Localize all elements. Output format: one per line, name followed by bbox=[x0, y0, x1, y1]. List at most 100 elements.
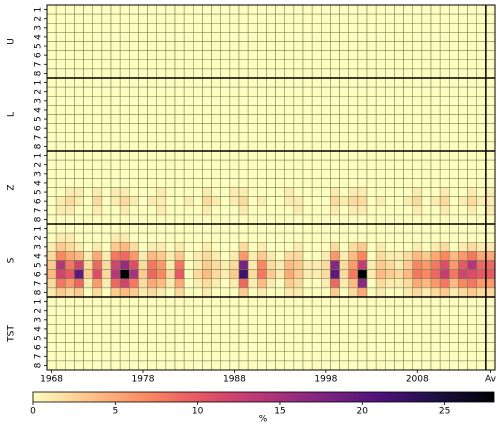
cell bbox=[211, 13, 221, 24]
cell bbox=[92, 68, 103, 79]
cell bbox=[101, 187, 112, 197]
cell bbox=[83, 287, 93, 298]
cell bbox=[247, 123, 258, 133]
cell bbox=[284, 187, 295, 197]
cell bbox=[439, 178, 450, 188]
cell bbox=[302, 132, 313, 143]
cell bbox=[403, 86, 413, 97]
cell bbox=[321, 333, 331, 343]
cell bbox=[412, 260, 423, 270]
cell bbox=[348, 260, 359, 270]
cell bbox=[165, 242, 176, 252]
cell bbox=[110, 96, 121, 106]
cell bbox=[293, 278, 304, 289]
cell bbox=[46, 13, 57, 24]
cell bbox=[302, 196, 313, 206]
cell bbox=[403, 105, 413, 115]
cell bbox=[366, 278, 377, 289]
cell bbox=[421, 269, 432, 279]
cell bbox=[366, 269, 377, 279]
cell bbox=[449, 68, 459, 79]
cell bbox=[92, 23, 103, 33]
cell bbox=[394, 86, 404, 97]
cell bbox=[257, 96, 267, 106]
cell bbox=[266, 351, 276, 362]
cell bbox=[46, 351, 57, 362]
cell bbox=[138, 351, 148, 362]
cell bbox=[247, 242, 258, 252]
cell bbox=[430, 269, 441, 279]
cell bbox=[421, 214, 432, 225]
cell bbox=[247, 260, 258, 270]
cell bbox=[357, 305, 368, 316]
cell bbox=[238, 23, 249, 33]
cell bbox=[476, 251, 487, 261]
cell bbox=[83, 214, 93, 225]
cell bbox=[311, 114, 322, 124]
cell bbox=[119, 96, 130, 106]
cell bbox=[449, 342, 459, 352]
cell bbox=[421, 68, 432, 79]
cell bbox=[211, 114, 221, 124]
cell bbox=[412, 169, 423, 179]
cell bbox=[138, 159, 148, 170]
cell bbox=[193, 251, 203, 261]
cell bbox=[394, 287, 404, 298]
cell bbox=[311, 32, 322, 42]
cell bbox=[156, 205, 167, 216]
cell bbox=[229, 123, 240, 133]
cell bbox=[439, 77, 450, 88]
cell bbox=[165, 50, 176, 60]
cell bbox=[238, 114, 249, 124]
cell bbox=[485, 86, 496, 97]
cell bbox=[339, 342, 349, 352]
cell bbox=[92, 333, 103, 343]
cell bbox=[293, 77, 304, 88]
cell bbox=[311, 287, 322, 298]
cell bbox=[138, 178, 148, 188]
cell bbox=[193, 159, 203, 170]
cell bbox=[449, 205, 459, 216]
cell bbox=[339, 260, 349, 270]
cell bbox=[311, 351, 322, 362]
cell bbox=[430, 296, 441, 307]
cell bbox=[238, 287, 249, 298]
cell bbox=[302, 296, 313, 307]
cell bbox=[174, 23, 185, 33]
cell bbox=[485, 150, 496, 161]
cell bbox=[193, 77, 203, 88]
cell bbox=[46, 214, 57, 225]
cell bbox=[403, 360, 413, 371]
cell bbox=[385, 13, 395, 24]
cell bbox=[275, 4, 285, 15]
cell bbox=[302, 360, 313, 371]
cell bbox=[202, 132, 212, 143]
cell bbox=[394, 13, 404, 24]
cell bbox=[275, 251, 285, 261]
cell bbox=[129, 251, 139, 261]
cell bbox=[458, 232, 468, 243]
cell bbox=[193, 105, 203, 115]
cell bbox=[83, 196, 93, 206]
cell bbox=[275, 260, 285, 270]
cell bbox=[110, 251, 121, 261]
cell bbox=[211, 232, 221, 243]
cell bbox=[147, 23, 157, 33]
cell bbox=[247, 205, 258, 216]
cell bbox=[439, 296, 450, 307]
cell bbox=[165, 333, 176, 343]
cell bbox=[247, 4, 258, 15]
row-label: 6 bbox=[34, 198, 44, 204]
cell bbox=[275, 242, 285, 252]
cell bbox=[193, 242, 203, 252]
cell bbox=[129, 196, 139, 206]
cell bbox=[430, 205, 441, 216]
cell bbox=[229, 132, 240, 143]
cell bbox=[247, 196, 258, 206]
cell bbox=[101, 269, 112, 279]
cell bbox=[183, 23, 194, 33]
cell bbox=[101, 50, 112, 60]
cell bbox=[138, 77, 148, 88]
row-label: 7 bbox=[34, 61, 44, 67]
cell bbox=[330, 315, 340, 325]
